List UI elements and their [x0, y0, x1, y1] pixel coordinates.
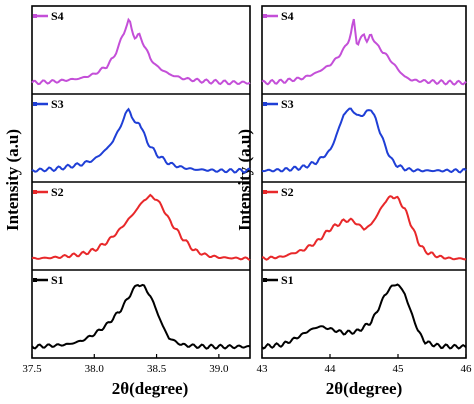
legend-label-S1: S1 — [51, 273, 64, 287]
legend-marker-S4 — [33, 14, 37, 18]
series-line-S2 — [261, 195, 467, 261]
series-line-S1 — [261, 283, 467, 350]
series-line-S3 — [31, 107, 251, 174]
legend-label-S3: S3 — [281, 97, 294, 111]
legend-marker-S4 — [263, 14, 267, 18]
x-tick-label: 38.0 — [85, 363, 105, 375]
legend-marker-S2 — [263, 190, 267, 194]
left-x-axis-label: 2θ(degree) — [112, 379, 189, 398]
x-tick-label: 43 — [257, 363, 269, 375]
x-tick-label: 39.0 — [209, 363, 229, 375]
legend-label-S4: S4 — [51, 9, 64, 23]
x-tick-label: 46 — [461, 363, 473, 375]
series-line-S1 — [31, 283, 251, 350]
legend-marker-S1 — [33, 278, 37, 282]
legend-label-S4: S4 — [281, 9, 294, 23]
left-y-axis-label: Intensity (a.u) — [3, 129, 22, 231]
legend-label-S1: S1 — [281, 273, 294, 287]
right-y-axis-label: Intensity (a.u) — [235, 129, 254, 231]
series-line-S4 — [31, 17, 251, 86]
right-x-axis-label: 2θ(degree) — [326, 379, 403, 398]
legend-marker-S1 — [263, 278, 267, 282]
legend-label-S3: S3 — [51, 97, 64, 111]
legend-marker-S3 — [33, 102, 37, 106]
legend-marker-S2 — [33, 190, 37, 194]
legend-label-S2: S2 — [281, 185, 294, 199]
x-tick-label: 44 — [325, 363, 337, 375]
legend-marker-S3 — [263, 102, 267, 106]
series-line-S2 — [31, 193, 251, 261]
x-tick-label: 37.5 — [22, 363, 42, 375]
series-line-S3 — [261, 107, 467, 174]
x-tick-label: 45 — [393, 363, 405, 375]
legend-label-S2: S2 — [51, 185, 64, 199]
x-tick-label: 38.5 — [147, 363, 167, 375]
series-line-S4 — [261, 18, 467, 86]
